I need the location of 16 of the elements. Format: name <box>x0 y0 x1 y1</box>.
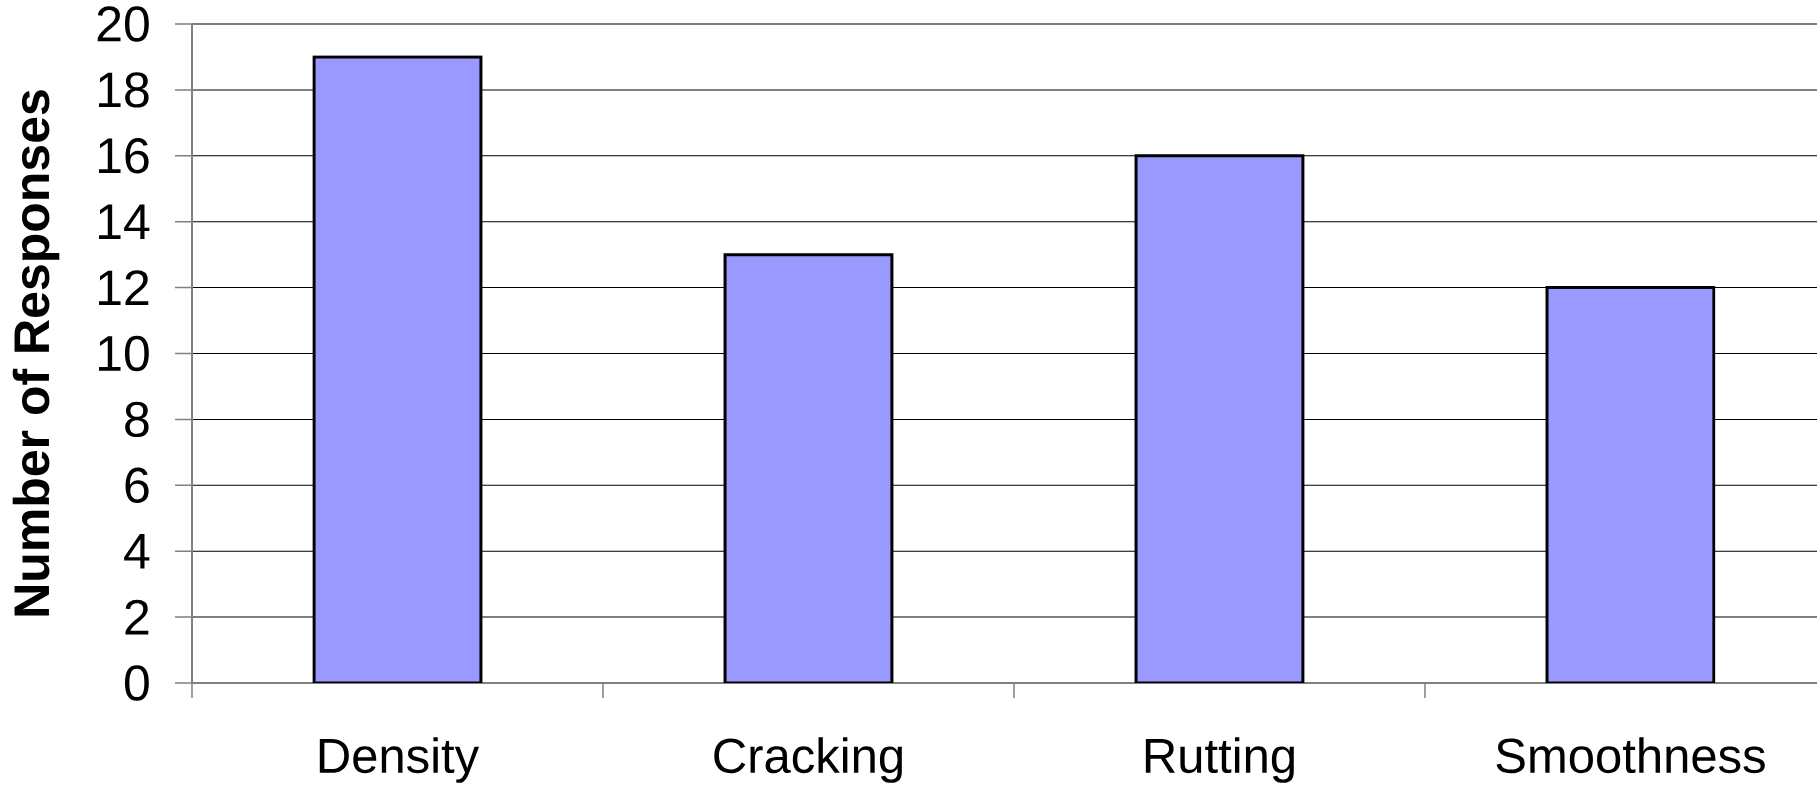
y-tick-label: 0 <box>124 665 149 701</box>
y-tick-label: 18 <box>99 72 149 108</box>
x-tick-label: Density <box>319 737 480 783</box>
y-tick-label: 20 <box>97 6 149 42</box>
y-tick-label: 10 <box>99 335 149 372</box>
x-tick-label: Cracking <box>714 737 902 783</box>
y-tick-label: 12 <box>99 270 149 306</box>
y-tick-label: 6 <box>125 467 149 503</box>
y-tick-label: 4 <box>124 534 150 569</box>
x-tick-label: Smoothness <box>1496 737 1765 774</box>
x-tick-label: Rutting <box>1145 737 1294 783</box>
y-axis-title: Number of Responses <box>12 90 60 616</box>
y-tick-label: 2 <box>125 599 149 635</box>
y-tick-label: 16 <box>99 138 149 174</box>
y-tick-label: 14 <box>99 204 150 239</box>
y-tick-label: 8 <box>125 401 149 438</box>
